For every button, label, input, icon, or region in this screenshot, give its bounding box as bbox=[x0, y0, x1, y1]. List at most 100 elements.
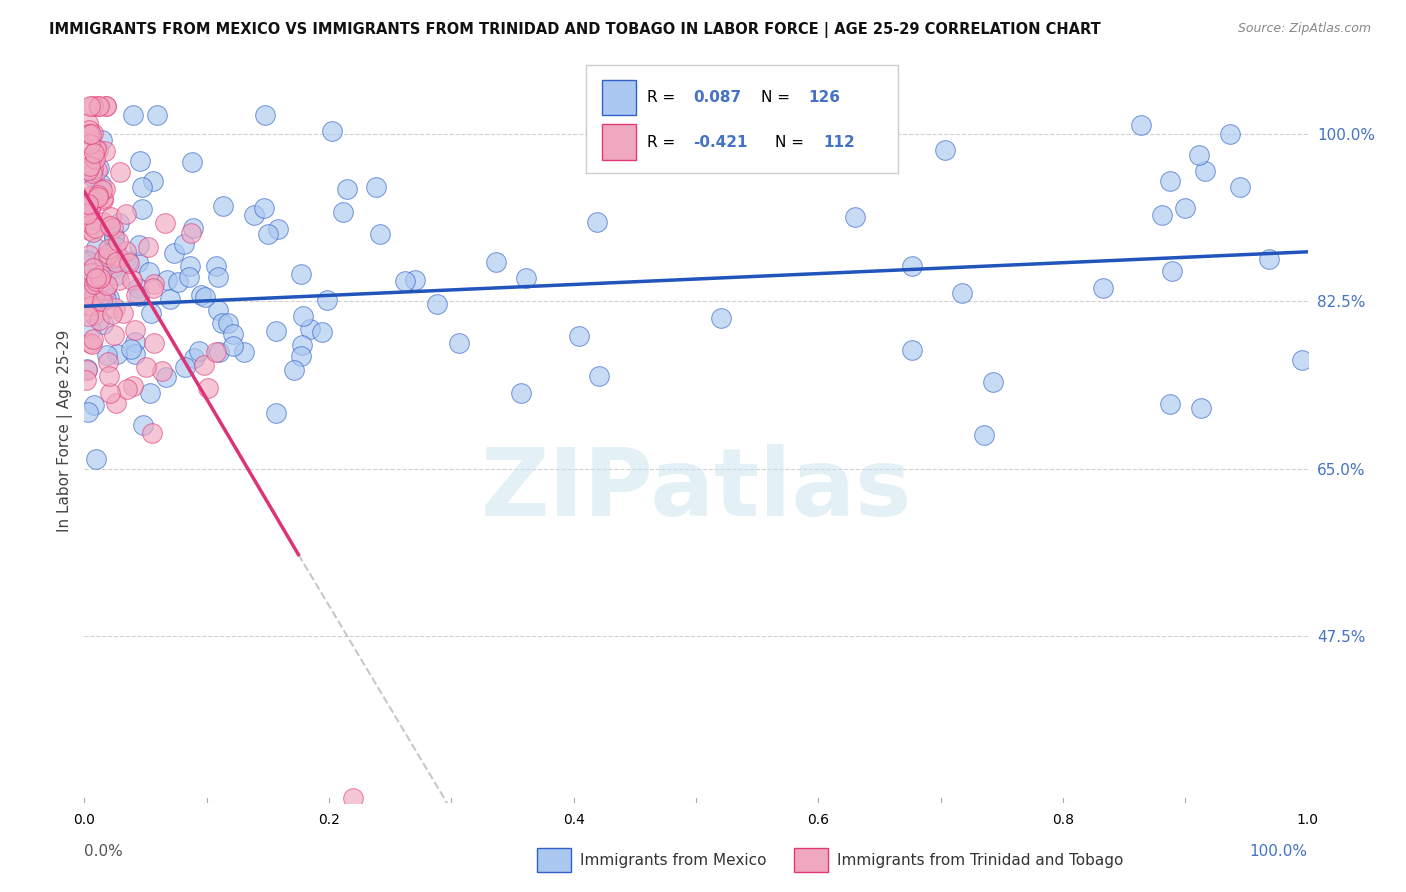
Point bbox=[950, 285, 973, 300]
Point bbox=[76, 363, 98, 377]
Point bbox=[77, 123, 100, 137]
Point bbox=[1189, 401, 1212, 416]
Point bbox=[256, 227, 278, 241]
Point bbox=[79, 282, 101, 296]
Point bbox=[368, 227, 391, 241]
Point bbox=[86, 162, 108, 177]
Point bbox=[179, 259, 201, 273]
Point bbox=[173, 360, 195, 375]
Point bbox=[207, 303, 229, 318]
Point bbox=[96, 278, 118, 293]
Point bbox=[80, 198, 103, 212]
Point bbox=[264, 324, 287, 338]
Point bbox=[205, 259, 228, 273]
Point bbox=[83, 277, 105, 292]
Point bbox=[100, 210, 122, 224]
Point bbox=[98, 254, 121, 268]
Point bbox=[79, 159, 101, 173]
Point bbox=[97, 247, 120, 261]
Point bbox=[150, 364, 173, 378]
Point bbox=[79, 188, 101, 202]
Point bbox=[1194, 163, 1216, 178]
Text: IMMIGRANTS FROM MEXICO VS IMMIGRANTS FROM TRINIDAD AND TOBAGO IN LABOR FORCE | A: IMMIGRANTS FROM MEXICO VS IMMIGRANTS FRO… bbox=[49, 22, 1101, 38]
Point bbox=[1258, 252, 1281, 266]
Point bbox=[79, 184, 101, 198]
Point bbox=[394, 274, 416, 288]
Point bbox=[586, 215, 609, 229]
Point bbox=[159, 292, 181, 306]
Point bbox=[75, 373, 97, 387]
Point bbox=[98, 385, 121, 400]
Point bbox=[122, 379, 145, 393]
Text: 112: 112 bbox=[823, 135, 855, 150]
Point bbox=[125, 288, 148, 302]
Point bbox=[83, 146, 105, 161]
Point bbox=[485, 254, 508, 268]
Text: R =: R = bbox=[647, 90, 681, 105]
Point bbox=[222, 338, 245, 352]
Point bbox=[103, 248, 125, 262]
Point bbox=[80, 163, 103, 178]
Point bbox=[197, 381, 219, 395]
Point bbox=[79, 202, 101, 216]
Point bbox=[101, 261, 124, 276]
Point bbox=[190, 287, 212, 301]
Point bbox=[87, 99, 110, 113]
Point bbox=[94, 283, 117, 297]
Point bbox=[131, 202, 153, 217]
Point bbox=[76, 206, 98, 220]
Point bbox=[1161, 264, 1184, 278]
Point bbox=[208, 344, 231, 359]
Point bbox=[181, 221, 204, 235]
Point bbox=[901, 260, 924, 274]
Point bbox=[77, 128, 100, 142]
Point bbox=[96, 293, 118, 307]
Point bbox=[142, 277, 165, 291]
Point bbox=[89, 161, 111, 176]
Point bbox=[93, 144, 115, 158]
Point bbox=[82, 99, 104, 113]
Point bbox=[103, 230, 125, 244]
Point bbox=[75, 253, 97, 268]
Point bbox=[981, 375, 1004, 389]
Text: 126: 126 bbox=[808, 90, 841, 105]
Point bbox=[173, 237, 195, 252]
Point bbox=[568, 329, 591, 343]
Text: 0.087: 0.087 bbox=[693, 90, 741, 105]
Point bbox=[82, 225, 104, 239]
Point bbox=[93, 191, 115, 205]
Point bbox=[138, 386, 160, 401]
Point bbox=[290, 267, 312, 281]
Point bbox=[94, 99, 117, 113]
Point bbox=[447, 336, 470, 351]
Point bbox=[105, 254, 128, 268]
Point bbox=[1173, 202, 1195, 216]
Point bbox=[97, 355, 120, 369]
Bar bbox=[537, 848, 571, 872]
Point bbox=[80, 337, 103, 351]
Text: N =: N = bbox=[761, 90, 794, 105]
FancyBboxPatch shape bbox=[586, 65, 898, 173]
Point bbox=[1159, 174, 1181, 188]
Point bbox=[87, 190, 110, 204]
Point bbox=[120, 342, 142, 356]
Point bbox=[136, 240, 159, 254]
Point bbox=[128, 289, 150, 303]
Point bbox=[131, 179, 153, 194]
Point bbox=[212, 199, 235, 213]
Point bbox=[156, 273, 179, 287]
Point bbox=[124, 334, 146, 349]
Point bbox=[76, 116, 98, 130]
Point bbox=[132, 418, 155, 433]
Point bbox=[101, 307, 124, 321]
Point bbox=[311, 325, 333, 339]
Point bbox=[105, 240, 128, 254]
Point bbox=[404, 273, 426, 287]
Point bbox=[1219, 127, 1241, 141]
Text: 0.0%: 0.0% bbox=[84, 844, 124, 859]
Point bbox=[84, 452, 107, 467]
Point bbox=[426, 297, 449, 311]
Point bbox=[89, 271, 111, 285]
Point bbox=[84, 241, 107, 255]
Point bbox=[86, 191, 108, 205]
